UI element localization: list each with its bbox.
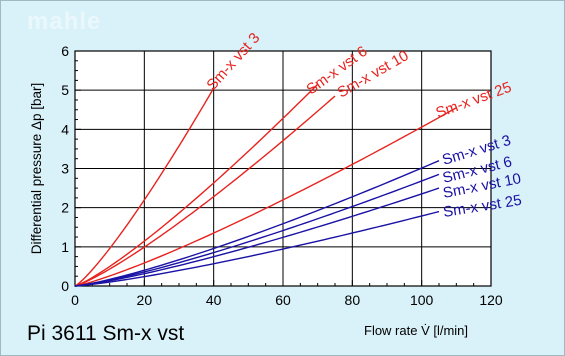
y-tick-label: 4	[61, 121, 69, 137]
y-tick-label: 5	[61, 82, 69, 98]
y-tick-label: 6	[61, 43, 69, 59]
x-tick-label: 100	[410, 292, 434, 308]
x-tick-label: 60	[275, 292, 291, 308]
series-line	[74, 210, 440, 287]
x-axis-label: Flow rate V̇ [l/min]	[364, 323, 468, 338]
x-tick-label: 20	[137, 292, 153, 308]
x-tick-label: 0	[71, 292, 79, 308]
axes	[74, 50, 492, 287]
curves	[74, 83, 457, 287]
y-tick-label: 3	[61, 161, 69, 177]
series-line	[74, 87, 215, 287]
y-tick-label: 0	[61, 278, 69, 294]
tick-labels: 0 20 40 60 80 100 120 0 1 2 3 4 5 6	[61, 43, 503, 308]
series-line	[74, 173, 440, 287]
series-line	[74, 83, 319, 287]
series-line	[74, 160, 440, 287]
y-axis-label: Differential pressure Δp [bar]	[29, 83, 44, 255]
y-tick-label: 1	[61, 239, 69, 255]
watermark: mahle	[27, 8, 101, 35]
x-tick-label: 120	[479, 292, 503, 308]
chart-title: Pi 3611 Sm-x vst	[27, 322, 184, 345]
y-tick-label: 2	[61, 200, 69, 216]
series-line	[74, 107, 457, 287]
series-line	[74, 187, 440, 287]
x-tick-label: 80	[345, 292, 361, 308]
series-line	[74, 95, 336, 287]
x-tick-label: 40	[206, 292, 222, 308]
